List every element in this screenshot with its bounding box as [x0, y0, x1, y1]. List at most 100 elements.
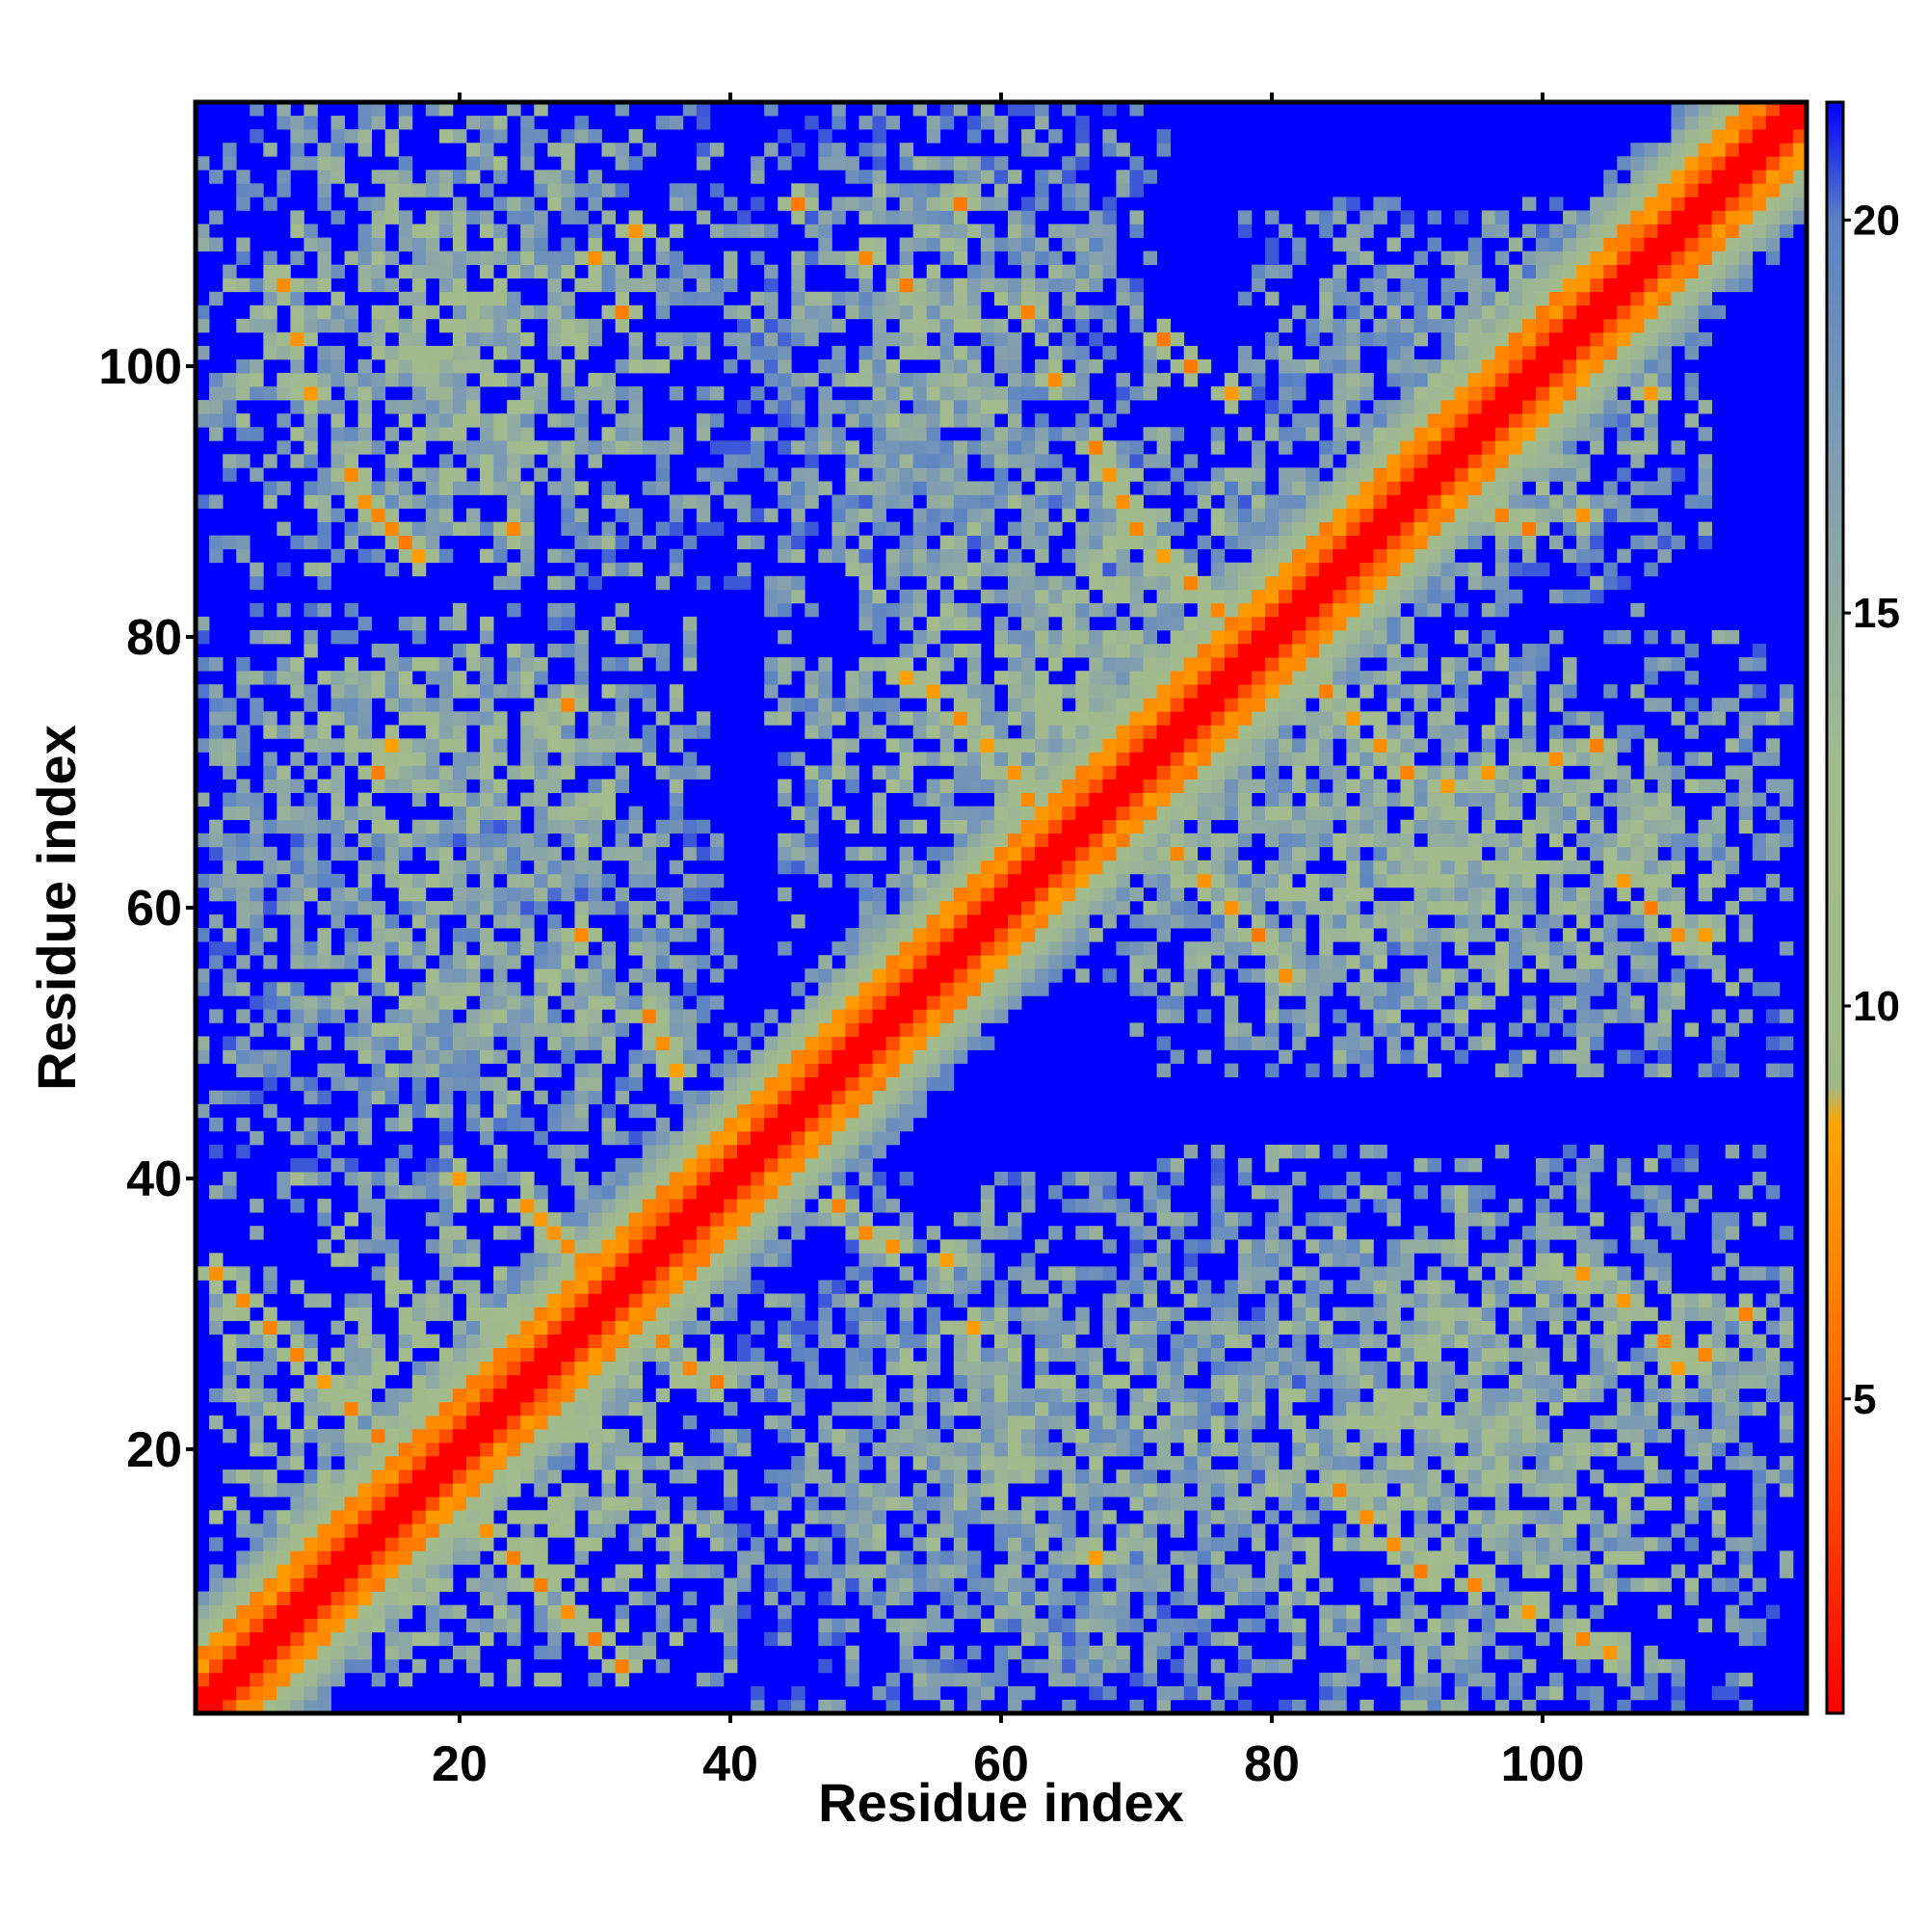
heatmap-cell: [534, 1130, 548, 1146]
heatmap-cell: [277, 819, 291, 834]
heatmap-cell: [628, 1334, 644, 1349]
heatmap-cell: [547, 1226, 562, 1240]
heatmap-cell: [655, 1307, 671, 1321]
heatmap-cell: [737, 1334, 752, 1349]
heatmap-cell: [953, 1347, 968, 1363]
heatmap-cell: [858, 345, 873, 360]
heatmap-cell: [1102, 900, 1117, 915]
heatmap-cell: [1116, 657, 1130, 672]
heatmap-cell: [223, 752, 237, 766]
heatmap-cell: [425, 548, 440, 564]
heatmap-cell: [926, 1456, 941, 1470]
heatmap-cell: [737, 1442, 752, 1457]
heatmap-cell: [669, 494, 684, 509]
heatmap-cell: [642, 1171, 657, 1186]
heatmap-cell: [344, 1253, 358, 1267]
heatmap-cell: [371, 671, 386, 685]
heatmap-cell: [980, 914, 995, 929]
heatmap-cell: [966, 765, 982, 780]
heatmap-cell: [899, 1293, 914, 1308]
heatmap-cell: [330, 467, 345, 482]
heatmap-cell: [1035, 440, 1049, 455]
heatmap-cell: [398, 752, 413, 766]
heatmap-cell: [209, 210, 224, 225]
heatmap-cell: [411, 1036, 427, 1050]
heatmap-cell: [561, 1496, 575, 1511]
heatmap-cell: [1129, 440, 1144, 455]
heatmap-cell: [236, 1658, 251, 1674]
heatmap-cell: [547, 1280, 562, 1294]
heatmap-cell: [223, 1631, 237, 1647]
heatmap-cell: [1075, 440, 1090, 455]
heatmap-cell: [615, 1564, 630, 1578]
heatmap-cell: [1075, 1361, 1090, 1376]
heatmap-cell: [993, 1361, 1009, 1376]
heatmap-cell: [330, 1577, 345, 1592]
heatmap-cell: [615, 1157, 630, 1173]
heatmap-cell: [304, 1334, 318, 1349]
heatmap-cell: [452, 373, 467, 387]
heatmap-cell: [953, 684, 968, 699]
heatmap-cell: [330, 738, 345, 753]
heatmap-cell: [304, 1550, 318, 1565]
heatmap-cell: [250, 629, 264, 645]
heatmap-cell: [939, 711, 955, 726]
heatmap-cell: [696, 210, 711, 225]
heatmap-cell: [466, 1658, 481, 1674]
heatmap-cell: [926, 1685, 941, 1701]
heatmap-cell: [1008, 1307, 1022, 1321]
heatmap-cell: [534, 1361, 548, 1376]
heatmap-cell: [398, 698, 413, 712]
heatmap-cell: [832, 548, 846, 564]
heatmap-cell: [805, 454, 819, 468]
heatmap-cell: [791, 1523, 805, 1538]
heatmap-cell: [452, 264, 467, 279]
heatmap-cell: [899, 373, 914, 387]
heatmap-cell: [452, 210, 467, 225]
heatmap-cell: [425, 1496, 440, 1511]
heatmap-cell: [330, 440, 345, 455]
heatmap-cell: [993, 440, 1009, 455]
heatmap-cell: [425, 1577, 440, 1592]
heatmap-cell: [1008, 711, 1022, 726]
heatmap-cell: [939, 1523, 955, 1538]
heatmap-cell: [1075, 1591, 1090, 1605]
heatmap-cell: [737, 1103, 752, 1119]
heatmap-cell: [723, 1117, 738, 1132]
heatmap-cell: [628, 1537, 644, 1551]
heatmap-cell: [818, 358, 832, 374]
heatmap-cell: [1089, 237, 1103, 251]
heatmap-cell: [778, 1293, 792, 1308]
heatmap-cell: [953, 602, 968, 618]
heatmap-cell: [452, 725, 467, 739]
heatmap-cell: [723, 251, 738, 265]
heatmap-cell: [277, 413, 291, 428]
heatmap-cell: [480, 1347, 494, 1363]
heatmap-cell: [723, 440, 738, 455]
heatmap-cell: [709, 1604, 725, 1620]
heatmap-cell: [1008, 304, 1022, 320]
heatmap-cell: [669, 928, 684, 942]
heatmap-cell: [953, 562, 968, 577]
heatmap-cell: [250, 1645, 264, 1660]
heatmap-cell: [466, 1076, 481, 1092]
heatmap-cell: [872, 116, 886, 130]
heatmap-cell: [655, 1496, 671, 1511]
heatmap-cell: [588, 995, 602, 1010]
heatmap-cell: [438, 1550, 454, 1565]
heatmap-cell: [642, 1212, 657, 1227]
heatmap-cell: [547, 860, 562, 875]
heatmap-cell: [317, 1591, 331, 1605]
heatmap-cell: [398, 1604, 413, 1620]
heatmap-cell: [669, 1523, 684, 1538]
heatmap-cell: [1021, 860, 1036, 875]
heatmap-cell: [290, 1577, 304, 1592]
heatmap-cell: [655, 644, 671, 658]
heatmap-cell: [317, 725, 331, 739]
heatmap-cell: [805, 1090, 819, 1105]
heatmap-cell: [1075, 143, 1090, 157]
heatmap-cell: [805, 684, 819, 699]
heatmap-cell: [561, 1253, 575, 1267]
heatmap-cell: [588, 1185, 602, 1200]
heatmap-cell: [628, 224, 644, 238]
